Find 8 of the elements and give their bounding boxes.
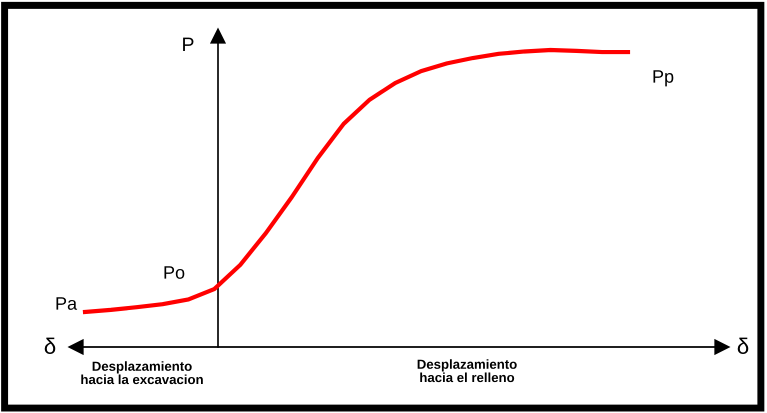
annotation: Po: [164, 266, 184, 279]
text: Desplazamiento hacia el relleno: [418, 359, 517, 382]
text: Pp: [653, 70, 674, 86]
annotation: Pa: [56, 297, 78, 310]
y-axis-title: P: [183, 38, 194, 52]
text: Desplazamiento hacia la excavacion: [81, 361, 203, 384]
text: δ: [738, 338, 748, 354]
x-axis-title: δ: [44, 338, 56, 354]
